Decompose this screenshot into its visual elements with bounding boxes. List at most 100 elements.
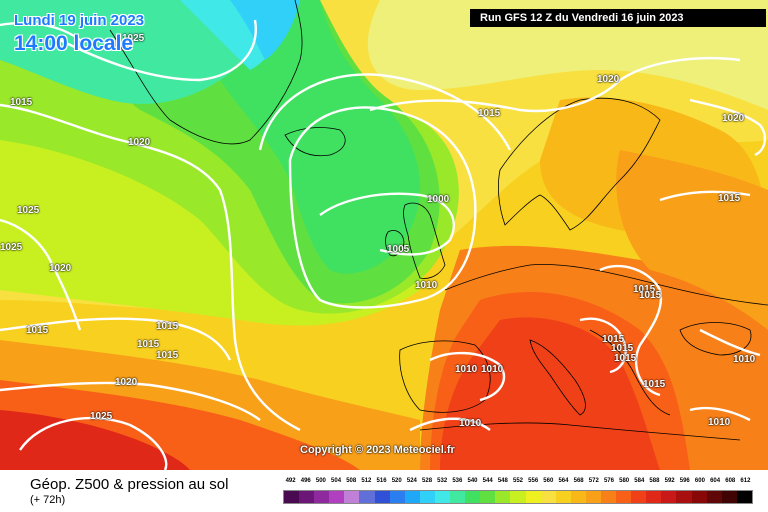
band-darkorange-russia xyxy=(616,150,768,330)
isobar-line xyxy=(369,57,741,113)
isobar-label: 1015 xyxy=(26,325,49,336)
isobar-line xyxy=(0,317,232,361)
legend-value: 564 xyxy=(558,478,569,484)
legend-swatch xyxy=(450,491,466,503)
isobar-line xyxy=(409,417,491,432)
band-lightblue-core xyxy=(230,0,300,60)
legend-swatch xyxy=(585,491,601,503)
band-red-mediterranean xyxy=(440,317,660,470)
legend-value: 576 xyxy=(603,478,614,484)
legend-swatch xyxy=(706,491,722,503)
legend-swatch xyxy=(419,491,435,503)
legend-value: 524 xyxy=(406,478,417,484)
legend-value: 532 xyxy=(437,478,448,484)
legend-value: 544 xyxy=(482,478,493,484)
coast-balkans xyxy=(589,329,671,416)
isobar-label: 1015 xyxy=(633,284,656,295)
isobar-line xyxy=(0,103,301,432)
legend-swatch xyxy=(676,491,692,503)
isobar-label: 1020 xyxy=(115,377,138,388)
legend-value: 608 xyxy=(725,478,736,484)
forecast-lead: (+ 72h) xyxy=(30,494,66,506)
isobar-label: 1010 xyxy=(459,418,482,429)
isobar-lines xyxy=(0,19,767,470)
legend-value: 556 xyxy=(528,478,539,484)
isobar-line xyxy=(258,73,512,151)
isobar-line xyxy=(0,381,261,421)
legend-swatch xyxy=(359,491,375,503)
band-red-southwest xyxy=(0,410,190,470)
isobar-label: 1015 xyxy=(718,193,741,204)
legend-value: 536 xyxy=(452,478,463,484)
legend-value: 560 xyxy=(543,478,554,484)
coast-scandinavia xyxy=(498,97,661,231)
legend-value: 504 xyxy=(331,478,342,484)
legend-value: 572 xyxy=(588,478,599,484)
coast-iberia xyxy=(399,340,491,413)
legend-swatch xyxy=(721,491,737,503)
isobar-label: 1025 xyxy=(122,33,145,44)
legend-swatch xyxy=(661,491,677,503)
isobar-label: 1010 xyxy=(455,364,478,375)
copyright-text: Copyright © 2023 Meteociel.fr xyxy=(300,444,455,456)
legend-value: 492 xyxy=(285,478,296,484)
legend-value: 580 xyxy=(619,478,630,484)
coast-black-sea xyxy=(679,322,752,356)
isobar-line xyxy=(0,218,82,331)
legend-swatch xyxy=(389,491,405,503)
isobar-label: 1015 xyxy=(137,339,160,350)
legend-value: 612 xyxy=(740,478,751,484)
legend-value: 568 xyxy=(573,478,584,484)
isobar-label: 1025 xyxy=(0,242,23,253)
legend-value: 520 xyxy=(391,478,402,484)
isobar-label: 1015 xyxy=(156,350,179,361)
isobar-line xyxy=(19,416,168,470)
isobar-line xyxy=(689,98,767,157)
legend-swatch xyxy=(510,491,526,503)
isobar-label: 1015 xyxy=(639,290,662,301)
legend-swatch xyxy=(495,491,511,503)
isobar-label: 1020 xyxy=(722,113,745,124)
coastlines xyxy=(109,0,768,441)
legend-swatch xyxy=(555,491,571,503)
legend-value: 552 xyxy=(512,478,524,484)
isobar-label: 1015 xyxy=(614,353,637,364)
valid-date: Lundi 19 juin 2023 xyxy=(14,12,145,29)
legend-swatch xyxy=(646,491,662,503)
isobar-label: 1015 xyxy=(10,97,33,108)
coast-greenland xyxy=(109,0,303,145)
legend-swatch xyxy=(374,491,390,503)
valid-time: 14:00 locale xyxy=(14,32,134,55)
legend-value: 600 xyxy=(694,478,705,484)
coast-britain xyxy=(403,202,446,279)
isobar-label: 1025 xyxy=(17,205,40,216)
isobar-label: 1020 xyxy=(597,74,620,85)
isobar-label: 1015 xyxy=(602,334,625,345)
isobar-line xyxy=(319,192,455,256)
isobar-label: 1010 xyxy=(415,280,438,291)
isobar-line xyxy=(699,328,761,357)
geopotential-map xyxy=(0,0,768,470)
color-legend xyxy=(283,490,753,504)
model-run-info: Run GFS 12 Z du Vendredi 16 juin 2023 xyxy=(470,9,766,27)
isobar-line xyxy=(429,351,506,402)
legend-swatch xyxy=(691,491,707,503)
isobar-label: 1015 xyxy=(611,343,634,354)
legend-swatch xyxy=(404,491,420,503)
isobar-label: 1025 xyxy=(90,411,113,422)
legend-value: 592 xyxy=(664,478,675,484)
legend-value: 588 xyxy=(649,478,660,484)
legend-swatch xyxy=(525,491,541,503)
coast-iceland xyxy=(284,127,346,157)
legend-value: 548 xyxy=(497,478,508,484)
legend-value: 540 xyxy=(467,478,478,484)
isobar-label: 1015 xyxy=(643,379,666,390)
legend-value: 508 xyxy=(346,478,357,484)
legend-swatch xyxy=(434,491,451,503)
legend-value: 584 xyxy=(634,478,645,484)
legend-swatch xyxy=(736,491,752,503)
band-green-core xyxy=(198,0,420,274)
isobar-label: 1015 xyxy=(478,108,501,119)
legend-swatch xyxy=(570,491,586,503)
isobar-line xyxy=(659,190,751,202)
